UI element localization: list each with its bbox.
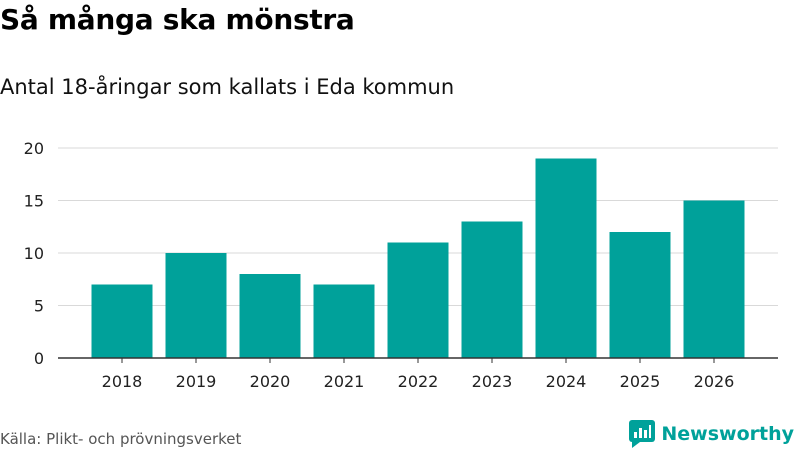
x-tick-label: 2026 bbox=[694, 372, 735, 391]
chart-title: Så många ska mönstra bbox=[0, 3, 355, 36]
bar-2021 bbox=[313, 284, 375, 358]
y-tick-label: 10 bbox=[24, 244, 44, 263]
x-tick-label: 2018 bbox=[102, 372, 143, 391]
y-tick-label: 20 bbox=[24, 139, 44, 158]
x-tick-label: 2022 bbox=[398, 372, 439, 391]
newsworthy-logo-icon bbox=[629, 420, 656, 448]
bar-2018 bbox=[91, 284, 153, 358]
x-tick-label: 2023 bbox=[472, 372, 513, 391]
source-note: Källa: Plikt- och prövningsverket bbox=[0, 430, 242, 448]
bar-2026 bbox=[683, 200, 745, 358]
chart-subtitle: Antal 18-åringar som kallats i Eda kommu… bbox=[0, 75, 455, 99]
y-tick-label: 15 bbox=[24, 192, 44, 211]
x-tick-label: 2024 bbox=[546, 372, 587, 391]
bar-2023 bbox=[461, 221, 523, 358]
bar-2025 bbox=[609, 232, 671, 358]
x-tick-label: 2021 bbox=[324, 372, 365, 391]
bar-2022 bbox=[387, 242, 449, 358]
bar-2019 bbox=[165, 253, 227, 358]
y-tick-label: 0 bbox=[34, 349, 44, 368]
x-tick-label: 2019 bbox=[176, 372, 217, 391]
newsworthy-brand[interactable]: Newsworthy bbox=[629, 420, 794, 448]
bar-2024 bbox=[535, 158, 597, 358]
x-tick-label: 2025 bbox=[620, 372, 661, 391]
bar-2020 bbox=[239, 274, 301, 358]
y-tick-label: 5 bbox=[34, 297, 44, 316]
brand-name: Newsworthy bbox=[661, 423, 794, 445]
bar-chart: 0 5 10 15 20 2018 2019 2020 2021 2022 2023 2024 2025… bbox=[24, 139, 778, 391]
x-tick-label: 2020 bbox=[250, 372, 291, 391]
